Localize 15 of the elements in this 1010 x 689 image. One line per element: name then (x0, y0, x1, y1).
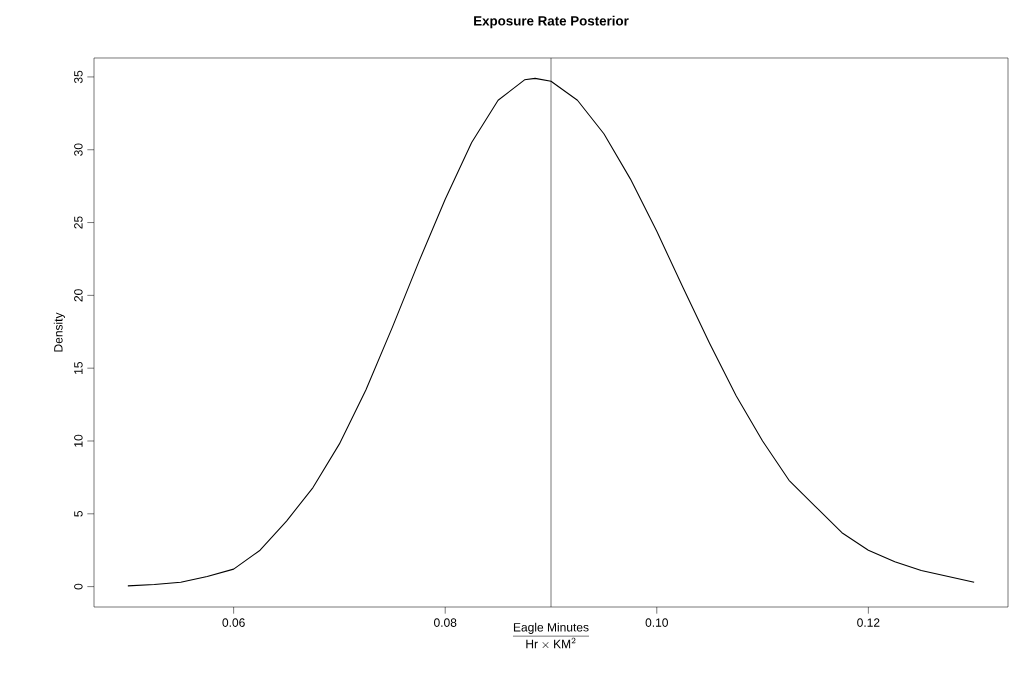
y-tick-label: 15 (74, 362, 83, 374)
y-tick-label: 30 (74, 143, 83, 156)
y-tick-label: 35 (74, 70, 83, 84)
y-tick-label: 0 (74, 583, 83, 590)
chart-title: Exposure Rate Posterior (474, 15, 629, 29)
x-tick-label: 0.06 (222, 618, 245, 627)
x-tick-label: 0.10 (645, 618, 668, 627)
y-tick-label: 25 (74, 216, 83, 229)
y-axis-title: Density (53, 312, 65, 352)
y-tick-label: 10 (74, 434, 83, 447)
x-tick-label: 0.12 (857, 618, 880, 627)
y-tick-label: 5 (74, 510, 83, 517)
x-axis-title: $\frac{\hbox{Eagle Minutes}}{\hbox{Hr}\times \hbox{KM}^{2}}$ (512, 622, 590, 649)
y-tick-label: 20 (74, 289, 83, 302)
x-tick-label: 0.08 (434, 618, 457, 627)
